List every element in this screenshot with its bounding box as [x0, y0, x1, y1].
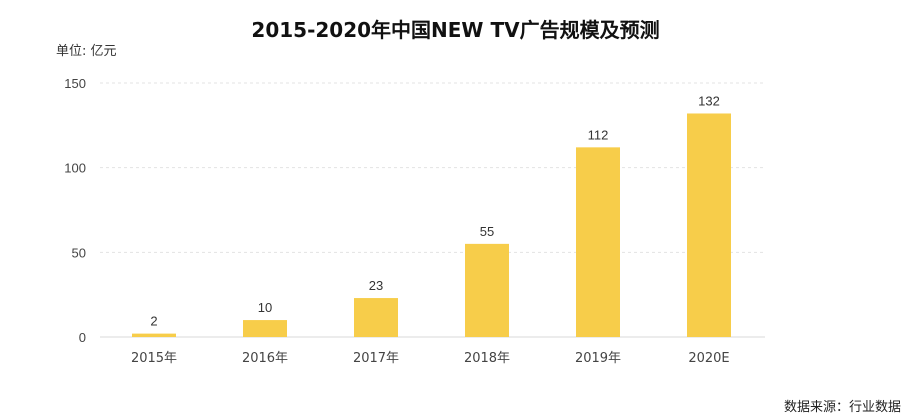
x-tick-label: 2018年	[464, 351, 510, 366]
y-tick-label: 50	[72, 245, 86, 260]
y-tick-label: 100	[64, 161, 86, 176]
data-label: 10	[258, 300, 272, 315]
unit-label: 单位: 亿元	[56, 44, 117, 59]
data-labels: 2 10 23 55 112 132	[150, 93, 719, 328]
bar-2020E	[687, 113, 731, 337]
source-note: 数据来源：行业数据	[783, 400, 901, 415]
bar-2017年	[354, 298, 398, 337]
bars	[132, 113, 731, 337]
x-tick-label: 2016年	[242, 351, 288, 366]
y-axis: 0 50 100 150	[64, 76, 86, 345]
x-axis: 2015年 2016年 2017年 2018年 2019年 2020E	[131, 351, 730, 366]
data-label: 132	[698, 93, 720, 108]
data-label: 23	[369, 278, 383, 293]
data-label: 112	[588, 127, 609, 142]
x-tick-label: 2017年	[353, 351, 399, 366]
x-tick-label: 2020E	[688, 351, 729, 366]
bar-2018年	[465, 243, 509, 337]
x-tick-label: 2019年	[575, 351, 621, 366]
y-tick-label: 150	[64, 76, 86, 91]
bar-2019年	[576, 147, 620, 337]
data-label: 55	[480, 224, 494, 239]
chart-title: 2015-2020年中国NEW TV广告规模及预测	[251, 18, 660, 42]
data-label: 2	[150, 314, 157, 329]
gridlines	[100, 82, 765, 338]
bar-2016年	[243, 320, 287, 337]
y-tick-label: 0	[79, 330, 86, 345]
x-tick-label: 2015年	[131, 351, 177, 366]
bar-2015年	[132, 333, 176, 337]
